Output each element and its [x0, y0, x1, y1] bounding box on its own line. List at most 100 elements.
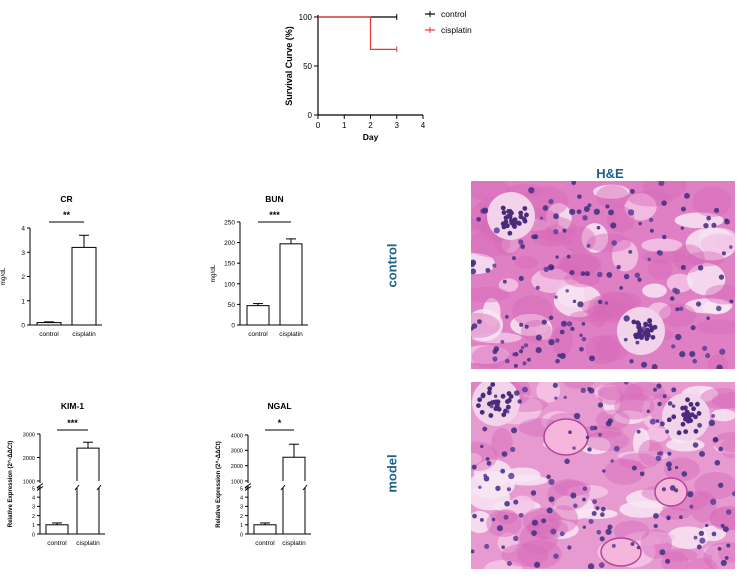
- cell-nucleus: [534, 561, 541, 568]
- glomerular-nucleus: [487, 386, 493, 391]
- x-tick-label: 2: [368, 121, 373, 130]
- cytoplasm-region: [511, 295, 553, 327]
- cytoplasm-region: [486, 509, 522, 538]
- cell-nucleus: [586, 243, 591, 248]
- cell-nucleus: [610, 222, 617, 229]
- cell-nucleus: [697, 265, 704, 271]
- cell-nucleus: [690, 325, 696, 331]
- tubule-lumen: [711, 408, 735, 422]
- tubule-lumen: [644, 427, 669, 443]
- cell-nucleus: [681, 471, 688, 477]
- cell-nucleus: [597, 402, 604, 408]
- x-tick-label: cisplatin: [282, 540, 306, 547]
- cell-nucleus: [572, 299, 577, 304]
- cell-nucleus: [680, 206, 686, 212]
- cytoplasm-region: [624, 382, 666, 402]
- cell-nucleus: [485, 457, 490, 461]
- cell-nucleus: [587, 203, 592, 208]
- cell-nucleus: [518, 512, 524, 518]
- cytoplasm-region: [599, 292, 643, 311]
- cell-nucleus: [564, 458, 570, 464]
- cell-nucleus: [731, 491, 735, 497]
- cytoplasm-region: [569, 310, 614, 323]
- tubule-lumen: [619, 500, 663, 518]
- cell-nucleus: [635, 340, 640, 345]
- cell-nucleus: [543, 266, 549, 273]
- cell-nucleus: [649, 228, 654, 233]
- cell-nucleus: [671, 404, 676, 408]
- x-axis-label: Day: [363, 132, 379, 142]
- y-tick-label: 1: [32, 523, 35, 529]
- cell-nucleus: [692, 358, 698, 364]
- cell-nucleus: [638, 221, 642, 226]
- cell-nucleus: [661, 200, 667, 206]
- cell-nucleus: [486, 460, 492, 466]
- cell-nucleus: [629, 188, 635, 194]
- legend-label-control: control: [441, 9, 467, 19]
- cell-nucleus: [568, 430, 572, 435]
- cell-nucleus: [712, 437, 718, 443]
- chart-title: KIM-1: [61, 401, 84, 411]
- cytoplasm-region: [549, 505, 579, 533]
- protein-cast: [600, 537, 642, 567]
- cytoplasm-region: [686, 251, 725, 267]
- cell-nucleus: [553, 213, 560, 220]
- cell-nucleus: [492, 263, 497, 268]
- y-tick-label: 2: [21, 274, 25, 281]
- cell-nucleus: [611, 543, 616, 548]
- cell-nucleus: [530, 490, 537, 496]
- cytoplasm-region: [703, 541, 735, 569]
- cell-nucleus: [489, 404, 494, 409]
- cell-nucleus: [718, 274, 725, 280]
- y-tick-label: 0: [21, 323, 25, 330]
- glomerular-nucleus: [500, 393, 506, 399]
- cell-nucleus: [665, 429, 670, 434]
- cell-nucleus: [522, 361, 527, 366]
- cell-nucleus: [562, 228, 567, 233]
- tubule-lumen: [667, 526, 709, 549]
- cell-nucleus: [636, 429, 641, 434]
- glomerular-nucleus: [512, 217, 518, 223]
- cytoplasm-region: [597, 386, 625, 405]
- cell-nucleus: [667, 401, 673, 406]
- cell-nucleus: [659, 549, 666, 556]
- cell-nucleus: [596, 271, 603, 278]
- cytoplasm-region: [686, 557, 719, 569]
- cell-nucleus: [504, 500, 510, 507]
- y-tick-label: 2: [240, 514, 243, 520]
- glomerular-nucleus: [643, 322, 649, 328]
- cell-nucleus: [503, 514, 509, 520]
- cell-nucleus: [624, 382, 629, 385]
- cell-nucleus: [705, 353, 711, 359]
- glomerular-nucleus: [512, 224, 517, 229]
- survival-chart: 0 1 2 3 4 0 50 100 Day Survival Curve (%) control c…: [284, 9, 472, 142]
- cell-nucleus: [623, 273, 630, 280]
- cell-nucleus: [518, 349, 524, 354]
- cytoplasm-region: [514, 255, 539, 269]
- bun-bar-chart: BUN 0 50 100 150 200 250 mg/dL control cisplatin *…: [210, 194, 308, 338]
- cytoplasm-region: [563, 382, 594, 389]
- cell-nucleus: [518, 239, 524, 245]
- cell-nucleus: [716, 364, 723, 369]
- tubule-lumen: [506, 475, 548, 486]
- cell-nucleus: [496, 525, 503, 532]
- bar-cisplatin-lower: [76, 488, 100, 535]
- cell-nucleus: [588, 519, 594, 525]
- cell-nucleus: [548, 198, 554, 205]
- cell-nucleus: [680, 264, 686, 270]
- significance-label: ***: [269, 210, 280, 220]
- x-tick-label: 3: [395, 121, 400, 130]
- cell-nucleus: [471, 326, 474, 331]
- y-tick-label: 200: [224, 240, 235, 247]
- cell-nucleus: [661, 487, 666, 492]
- glomerular-nucleus: [505, 404, 511, 410]
- cell-nucleus: [635, 333, 640, 339]
- y-tick-label: 100: [299, 13, 313, 22]
- cell-nucleus: [571, 181, 577, 186]
- x-tick-label: cisplatin: [279, 331, 303, 338]
- cell-nucleus: [605, 528, 612, 535]
- cytoplasm-region: [597, 382, 645, 401]
- cytoplasm-region: [663, 548, 698, 562]
- cell-nucleus: [657, 401, 662, 407]
